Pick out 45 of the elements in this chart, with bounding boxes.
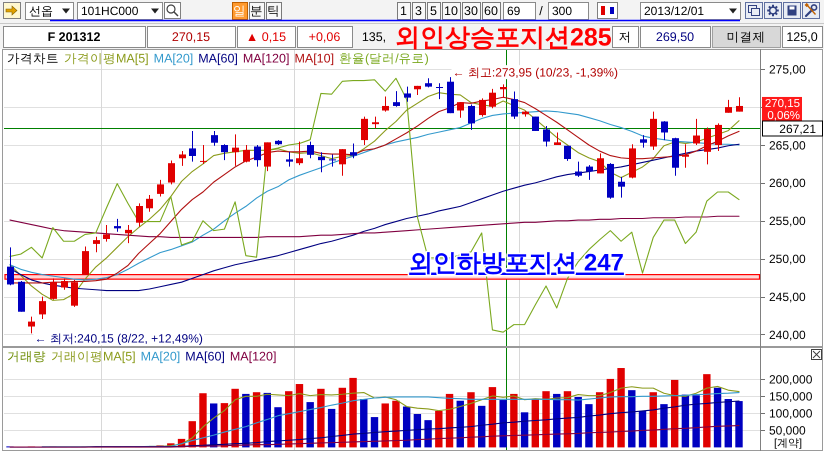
text: 분	[250, 4, 263, 18]
y-tick-label: 100,000	[769, 406, 813, 421]
y-tick-label: 250,00	[769, 252, 806, 266]
annotation: 외인상승포지션285	[395, 24, 612, 52]
legend: 거래이평MA[5] MA[20] MA[60] MA[120]	[51, 350, 276, 364]
text: 일	[233, 4, 246, 18]
text: 5	[430, 4, 438, 18]
text: 101HC000	[81, 4, 139, 18]
chart-title: 거래량	[7, 350, 46, 364]
text: 269,50	[656, 30, 694, 44]
y-tick-label: 240,00	[769, 328, 806, 342]
text: 2013/12/01	[644, 4, 704, 18]
text: 270,15	[172, 30, 210, 44]
text: 267,21	[779, 122, 816, 136]
y-tick-label: 200,000	[769, 372, 813, 387]
text: 135,	[362, 30, 386, 44]
text: 3	[415, 4, 422, 18]
text: 미결제	[726, 30, 766, 44]
text: 저	[618, 30, 632, 44]
text: 69	[507, 4, 521, 18]
text: 10	[444, 4, 458, 18]
y-axis-title: [계약]	[774, 437, 802, 450]
y-tick-label: 50,000	[769, 424, 806, 438]
chart-title: 가격차트	[7, 52, 59, 66]
annotation: ← 최고:273,95 (10/23, -1,39%)	[452, 65, 618, 80]
y-tick-label: 265,00	[769, 138, 806, 152]
y-tick-label: 275,00	[769, 62, 806, 77]
text: +0,06	[308, 30, 340, 44]
y-tick-label: 150,000	[769, 390, 813, 404]
text: F 201312	[48, 30, 100, 44]
text: 틱	[267, 4, 280, 18]
annotation: ← 최저:240,15 (8/22, +12,49%)	[34, 332, 203, 346]
y-tick-label: 260,00	[769, 176, 806, 190]
y-tick-label: 255,00	[769, 214, 806, 228]
text: 1	[400, 4, 408, 18]
text: 선옵	[29, 4, 53, 18]
text: 60	[484, 4, 498, 18]
text: ▲ 0,15	[246, 30, 286, 44]
text: /	[539, 4, 544, 18]
text: 300	[552, 4, 572, 18]
text: 30	[464, 4, 478, 18]
y-tick-label: 245,00	[769, 290, 806, 304]
text: 270,15 0,06%	[764, 98, 800, 122]
legend: 가격이평MA[5] MA[20] MA[60] MA[120] MA[10] 환율(달러/유로)	[64, 52, 429, 66]
text: 125,0	[786, 30, 818, 44]
